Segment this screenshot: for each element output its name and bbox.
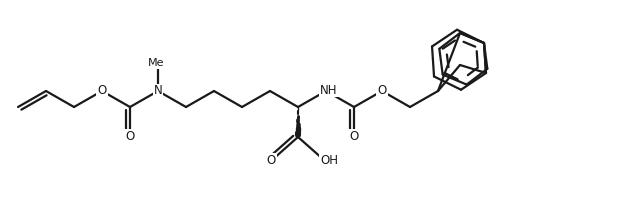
Text: O: O: [266, 153, 275, 167]
Text: NH: NH: [320, 84, 338, 97]
Text: Me: Me: [148, 58, 164, 68]
Text: O: O: [125, 130, 135, 143]
Text: O: O: [98, 84, 107, 98]
Text: OH: OH: [320, 153, 338, 167]
Text: O: O: [349, 130, 359, 143]
Text: N: N: [153, 84, 162, 98]
Text: O: O: [377, 84, 386, 98]
